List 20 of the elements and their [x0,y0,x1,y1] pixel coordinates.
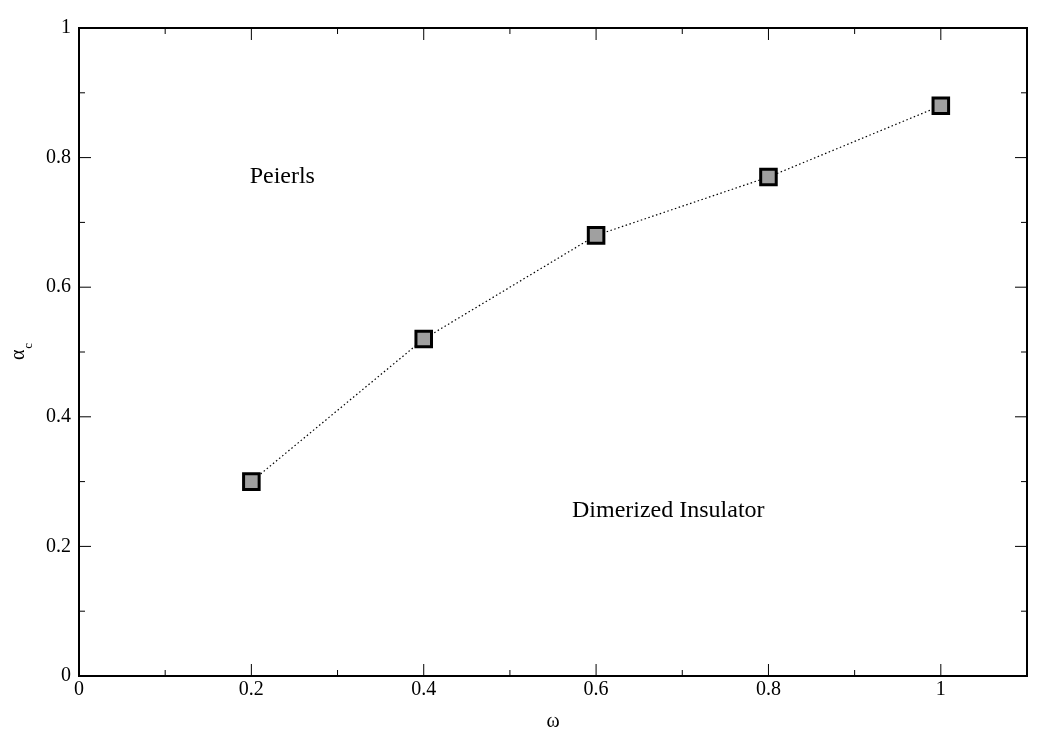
point [586,226,606,245]
x-axis-title: ω [546,709,560,731]
x-tick-label: 0.6 [583,677,609,700]
x-tick-label: 1 [935,677,946,700]
x-tick-label: 0.8 [755,677,781,700]
x-tick-label: 0.4 [411,677,437,700]
point [931,96,951,116]
point [414,329,434,349]
y-tick-label: 1 [61,15,71,38]
y-tick-label: 0.2 [46,533,71,556]
point [759,167,778,187]
y-tick-label: 0.8 [46,144,71,167]
point [242,472,261,491]
y-tick-label: 0 [61,663,71,686]
x-tick-label: 0.2 [238,677,264,700]
annotation: Peierls [249,162,315,189]
y-tick-label: 0.6 [46,274,71,297]
annotation: Dimerized Insulator [571,496,765,523]
y-tick-label: 0.4 [46,404,71,427]
y-axis-title: αc [6,342,35,361]
